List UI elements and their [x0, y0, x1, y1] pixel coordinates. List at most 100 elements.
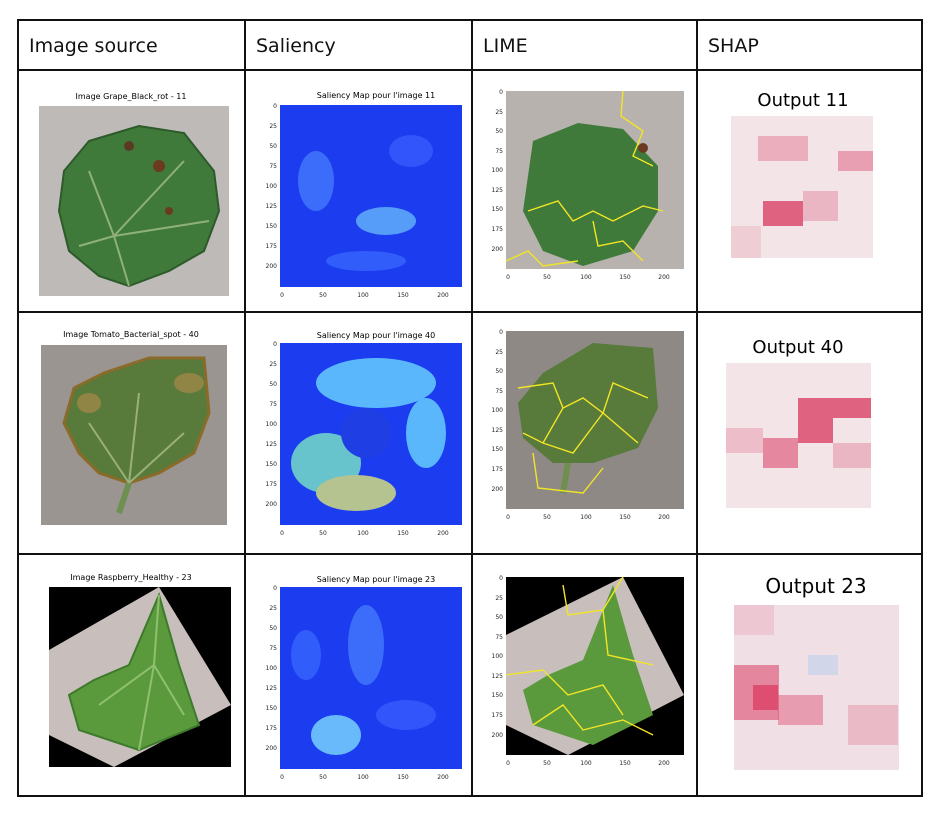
y-tick: 175 [492, 466, 504, 473]
x-tick: 150 [397, 530, 409, 537]
saliency-cell: Saliency Map pour l'image 23 0 25 50 75 … [244, 553, 473, 797]
shap-title: Output 11 [757, 90, 848, 111]
y-tick: 50 [269, 143, 277, 150]
y-tick: 0 [499, 575, 503, 582]
shap-map [731, 116, 873, 258]
header-image-source: Image source [17, 19, 246, 71]
saliency-cell: Saliency Map pour l'image 11 0 25 50 75 … [244, 69, 473, 313]
y-tick: 25 [495, 595, 503, 602]
header-label: Image source [29, 35, 158, 57]
x-tick: 0 [280, 774, 284, 781]
y-tick: 125 [266, 441, 278, 448]
y-tick: 75 [269, 401, 277, 408]
y-tick: 100 [266, 183, 278, 190]
y-tick: 200 [266, 501, 278, 508]
header-lime: LIME [471, 19, 698, 71]
x-tick: 100 [580, 514, 592, 521]
raspberry-leaf-image [67, 592, 201, 752]
saliency-title: Saliency Map pour l'image 23 [317, 575, 435, 584]
y-tick: 50 [495, 368, 503, 375]
lime-cell: 0 25 50 75 100 125 150 175 200 0 50 100 … [471, 69, 698, 313]
y-tick: 175 [492, 226, 504, 233]
x-tick: 100 [580, 274, 592, 281]
source-title: Image Raspberry_Healthy - 23 [70, 573, 191, 582]
source-cell: Image Raspberry_Healthy - 23 [17, 553, 246, 797]
x-tick: 100 [357, 530, 369, 537]
x-tick: 50 [543, 274, 551, 281]
y-tick: 150 [492, 692, 504, 699]
y-tick: 50 [269, 625, 277, 632]
y-tick: 100 [492, 653, 504, 660]
y-tick: 125 [266, 685, 278, 692]
y-tick: 175 [266, 243, 278, 250]
y-tick: 150 [266, 461, 278, 468]
saliency-title: Saliency Map pour l'image 40 [317, 331, 435, 340]
y-tick: 200 [266, 745, 278, 752]
shap-title: Output 23 [765, 574, 866, 598]
x-tick: 150 [619, 274, 631, 281]
y-tick: 25 [495, 109, 503, 116]
x-tick: 150 [397, 774, 409, 781]
y-tick: 75 [495, 388, 503, 395]
header-label: LIME [483, 35, 528, 57]
header-label: SHAP [708, 35, 759, 57]
x-tick: 0 [506, 274, 510, 281]
x-tick: 200 [658, 274, 670, 281]
y-tick: 175 [266, 725, 278, 732]
y-tick: 100 [492, 167, 504, 174]
lime-cell: 0 25 50 75 100 125 150 175 200 0 50 100 … [471, 311, 698, 555]
x-tick: 0 [506, 760, 510, 767]
source-title: Image Tomato_Bacterial_spot - 40 [63, 330, 199, 339]
x-tick: 200 [658, 514, 670, 521]
lime-cell: 0 25 50 75 100 125 150 175 200 0 50 100 … [471, 553, 698, 797]
y-tick: 50 [495, 614, 503, 621]
x-tick: 50 [543, 514, 551, 521]
y-tick: 0 [273, 103, 277, 110]
y-tick: 175 [492, 712, 504, 719]
header-shap: SHAP [696, 19, 923, 71]
y-tick: 25 [495, 349, 503, 356]
y-tick: 0 [273, 585, 277, 592]
saliency-title: Saliency Map pour l'image 11 [317, 91, 435, 100]
y-tick: 0 [499, 89, 503, 96]
x-tick: 50 [319, 292, 327, 299]
x-tick: 50 [543, 760, 551, 767]
x-tick: 50 [319, 530, 327, 537]
shap-title: Output 40 [752, 337, 843, 358]
y-tick: 100 [492, 407, 504, 414]
tomato-leaf-image [62, 356, 211, 514]
y-tick: 50 [495, 128, 503, 135]
x-tick: 200 [437, 292, 449, 299]
shap-cell: Output 11 [696, 69, 923, 313]
y-tick: 100 [266, 421, 278, 428]
x-tick: 0 [280, 292, 284, 299]
x-tick: 100 [357, 292, 369, 299]
source-title: Image Grape_Black_rot - 11 [76, 92, 187, 101]
x-tick: 100 [357, 774, 369, 781]
y-tick: 200 [492, 246, 504, 253]
y-tick: 175 [266, 481, 278, 488]
x-tick: 50 [319, 774, 327, 781]
y-tick: 150 [266, 705, 278, 712]
y-tick: 0 [499, 329, 503, 336]
y-tick: 150 [492, 206, 504, 213]
shap-cell: Output 23 [696, 553, 923, 797]
x-tick: 150 [619, 760, 631, 767]
x-tick: 0 [280, 530, 284, 537]
y-tick: 50 [269, 381, 277, 388]
y-tick: 200 [266, 263, 278, 270]
y-tick: 125 [492, 427, 504, 434]
y-tick: 25 [269, 123, 277, 130]
x-tick: 200 [437, 530, 449, 537]
header-saliency: Saliency [244, 19, 473, 71]
results-table: Image source Saliency LIME SHAP Image Gr… [17, 19, 923, 797]
y-tick: 25 [269, 361, 277, 368]
y-tick: 125 [266, 203, 278, 210]
grape-leaf-image [57, 124, 221, 288]
y-tick: 125 [492, 673, 504, 680]
y-tick: 200 [492, 732, 504, 739]
x-tick: 150 [397, 292, 409, 299]
y-tick: 150 [266, 223, 278, 230]
y-tick: 125 [492, 187, 504, 194]
y-tick: 100 [266, 665, 278, 672]
